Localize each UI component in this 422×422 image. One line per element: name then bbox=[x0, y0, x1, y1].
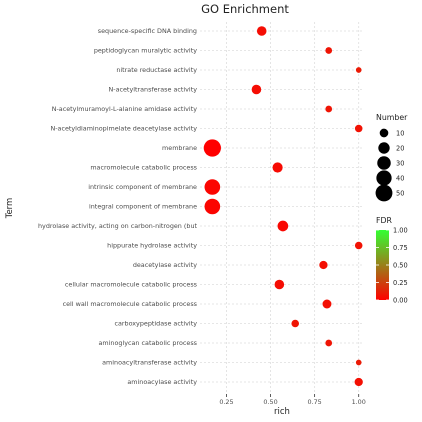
chart-title: GO Enrichment bbox=[201, 2, 289, 16]
data-point bbox=[355, 359, 362, 366]
plot-panel bbox=[200, 22, 364, 394]
fdr-tick-label: 1.00 bbox=[393, 226, 408, 234]
y-tick-label: integral component of membrane bbox=[89, 203, 197, 211]
data-point bbox=[204, 198, 221, 215]
y-axis-title: Term bbox=[5, 198, 15, 220]
number-legend-label: 40 bbox=[396, 174, 404, 182]
x-tick-label: 1.00 bbox=[352, 398, 366, 406]
y-tick-label: cellular macromolecule catabolic process bbox=[65, 281, 198, 289]
data-point bbox=[354, 124, 363, 133]
x-tick-label: 0.50 bbox=[263, 398, 277, 406]
y-tick-label: intrinsic component of membrane bbox=[88, 183, 197, 191]
plot-grid bbox=[200, 22, 364, 394]
y-tick-label: nitrate reductase activity bbox=[116, 66, 197, 74]
y-tick-label: hippurate hydrolase activity bbox=[107, 242, 197, 250]
data-point bbox=[325, 105, 333, 113]
data-point bbox=[272, 162, 283, 173]
data-point bbox=[325, 339, 333, 347]
y-tick-label: N-acetyldiaminopimelate deacetylase acti… bbox=[50, 125, 197, 133]
y-tick-label: aminoacyltransferase activity bbox=[102, 359, 197, 367]
fdr-tick-label: 0.50 bbox=[393, 261, 408, 269]
number-legend-key bbox=[375, 184, 393, 202]
y-tick-label: carboxypeptidase activity bbox=[114, 320, 197, 328]
number-legend-key bbox=[379, 128, 389, 138]
y-tick-label: aminoacylase activity bbox=[127, 378, 197, 386]
y-tick-label: deacetylase activity bbox=[133, 261, 197, 269]
fdr-legend: FDR 1.00 0.75 0.50 0.25 0.00 bbox=[376, 216, 408, 304]
y-axis-labels: sequence-specific DNA binding peptidoglyc… bbox=[38, 27, 198, 386]
data-point bbox=[319, 260, 328, 270]
x-tick-label: 0.25 bbox=[219, 398, 233, 406]
fdr-legend-title: FDR bbox=[376, 216, 392, 225]
data-point bbox=[354, 377, 363, 387]
data-point bbox=[251, 84, 262, 95]
data-point bbox=[256, 26, 267, 36]
data-point bbox=[204, 179, 221, 195]
data-point bbox=[322, 299, 332, 309]
data-point bbox=[354, 241, 363, 250]
fdr-tick-label: 0.25 bbox=[393, 279, 408, 287]
y-tick-label: membrane bbox=[162, 144, 197, 152]
fdr-tick-label: 0.00 bbox=[393, 296, 408, 304]
fdr-tick-label: 0.75 bbox=[393, 244, 408, 252]
x-tick-label: 0.75 bbox=[308, 398, 322, 406]
number-legend-label: 30 bbox=[396, 159, 404, 167]
y-tick-label: N-acetylmuramoyl-L-alanine amidase activ… bbox=[52, 105, 197, 113]
y-tick-label: sequence-specific DNA binding bbox=[98, 27, 197, 35]
fdr-colorbar bbox=[376, 230, 389, 300]
number-legend-key bbox=[377, 156, 391, 170]
x-axis-title: rich bbox=[274, 407, 290, 417]
y-tick-label: hydrolase activity, acting on carbon-nit… bbox=[38, 222, 198, 230]
x-axis-ticks: 0.25 0.50 0.75 1.00 bbox=[219, 394, 366, 406]
y-tick-label: macromolecule catabolic process bbox=[90, 164, 197, 172]
data-point bbox=[203, 139, 221, 157]
y-tick-label: peptidoglycan muralytic activity bbox=[94, 47, 197, 55]
y-tick-label: aminoglycan catabolic process bbox=[99, 339, 198, 347]
number-legend-label: 50 bbox=[396, 189, 404, 197]
number-legend-key bbox=[376, 170, 392, 186]
number-legend-key bbox=[378, 142, 390, 154]
data-point bbox=[274, 279, 285, 290]
y-tick-label: cell wall macromolecule catabolic proces… bbox=[63, 300, 198, 308]
data-points bbox=[203, 26, 363, 387]
number-legend: Number 10 20 30 40 50 bbox=[375, 113, 408, 202]
data-point bbox=[355, 67, 362, 73]
data-point bbox=[277, 220, 289, 232]
data-point bbox=[291, 319, 300, 328]
number-legend-label: 10 bbox=[396, 129, 404, 137]
number-legend-label: 20 bbox=[396, 144, 404, 152]
data-point bbox=[325, 47, 333, 54]
number-legend-title: Number bbox=[376, 113, 408, 122]
y-tick-label: N-acetyltransferase activity bbox=[108, 86, 197, 94]
